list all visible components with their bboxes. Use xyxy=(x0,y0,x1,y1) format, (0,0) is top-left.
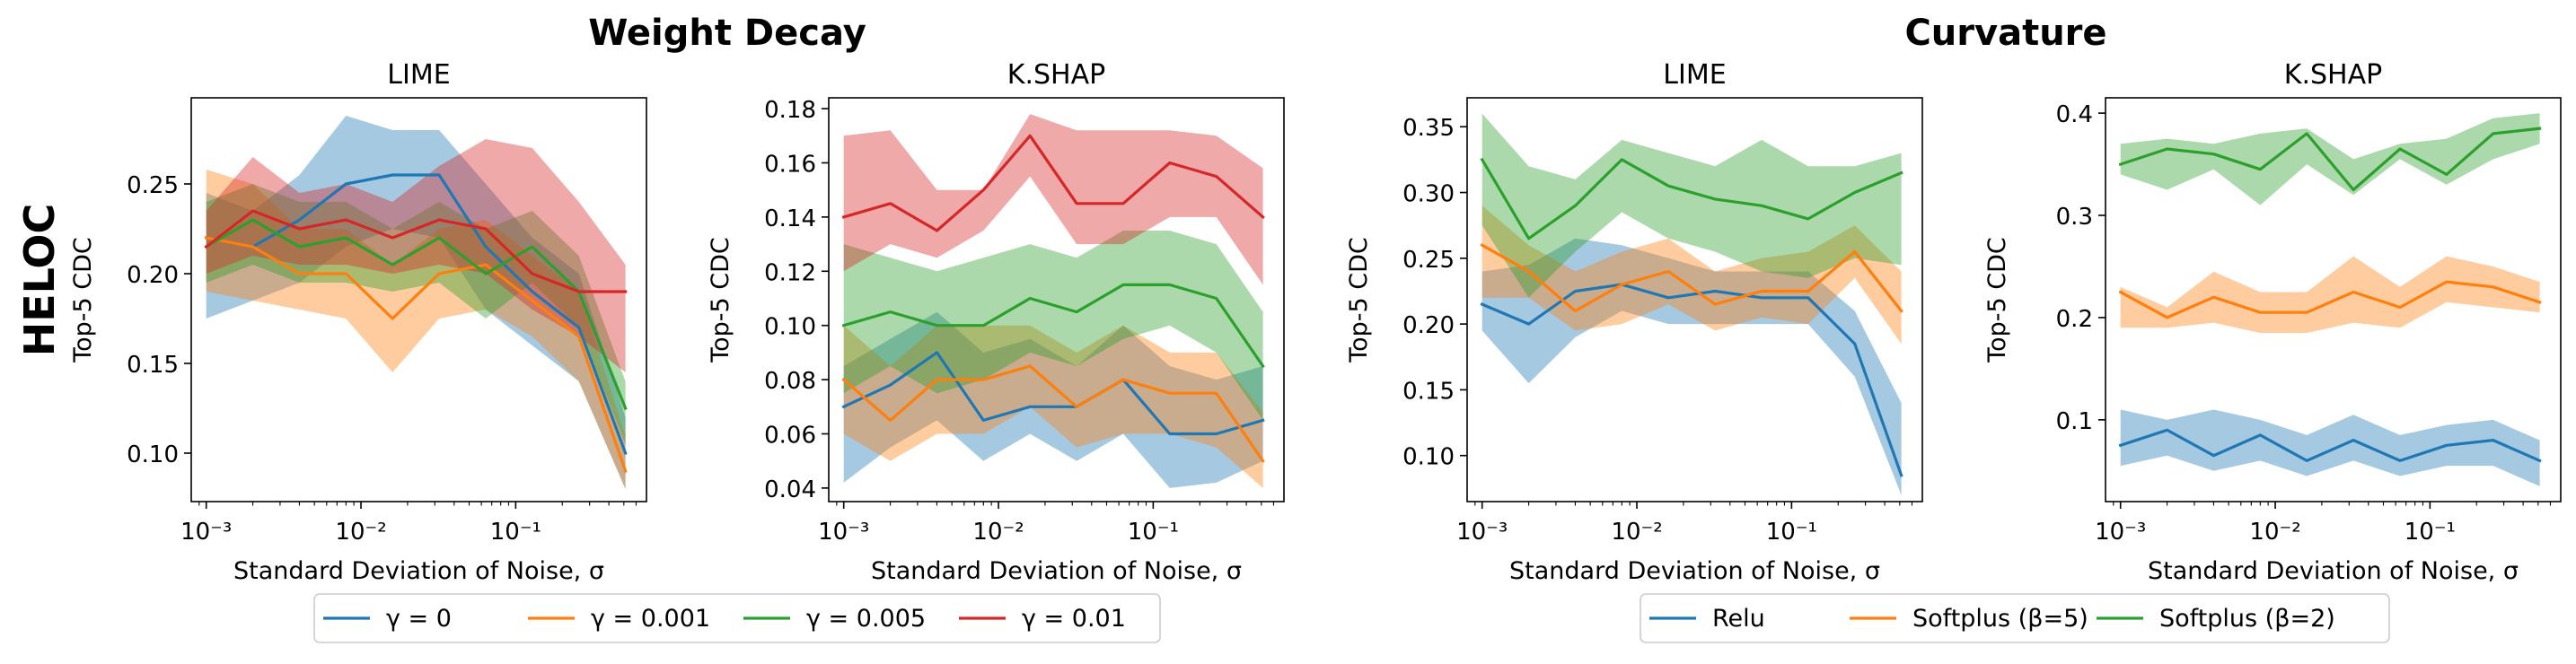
legend-label-4: γ = 0.01 xyxy=(1022,605,1126,633)
y-tick-label: 0.25 xyxy=(127,172,179,199)
y-tick-label: 0.16 xyxy=(764,151,816,178)
x-tick-label: 10⁻² xyxy=(972,519,1024,546)
line-series-1 xyxy=(841,351,1265,436)
panel-1: 0.10 0.15 0.20 0.25 10⁻³ 10⁻² 10⁻¹ LIME Standard… xyxy=(69,59,647,585)
y-tick-label: 0.08 xyxy=(764,368,816,395)
legend-label-3: γ = 0.005 xyxy=(806,605,926,633)
x-axis-label: Standard Deviation of Noise, σ xyxy=(233,557,604,585)
row-label: HELOC xyxy=(15,204,64,356)
y-axis-label: Top-5 CDC xyxy=(707,237,734,363)
y-tick-label: 0.18 xyxy=(764,97,816,124)
panel-4: 0.1 0.2 0.3 0.4 10⁻³ 10⁻² 10⁻¹ K.SHAP Standard D… xyxy=(1983,59,2562,585)
band-series-3 xyxy=(843,231,1263,421)
x-axis-label: Standard Deviation of Noise, σ xyxy=(1509,557,1880,585)
line-series-3 xyxy=(1480,157,1903,240)
group-title-curvature: Curvature xyxy=(1904,13,2106,54)
y-tick-label: 0.06 xyxy=(764,422,816,449)
y-tick-label: 0.04 xyxy=(764,476,816,503)
line-series-3 xyxy=(204,218,628,411)
panel-title: LIME xyxy=(387,59,450,91)
x-axis-label: Standard Deviation of Noise, σ xyxy=(2148,557,2519,585)
line-series-2 xyxy=(2118,280,2542,319)
panel-title: K.SHAP xyxy=(1007,59,1105,91)
axes-frame xyxy=(1466,97,1923,502)
y-tick-label: 0.35 xyxy=(1402,115,1455,142)
y-tick-label: 0.25 xyxy=(1402,247,1455,274)
x-tick-label: 10⁻¹ xyxy=(1766,519,1817,546)
legend-label-2: γ = 0.001 xyxy=(591,605,710,633)
legend-label-1: Relu xyxy=(1712,605,1765,633)
panel-2: 0.04 0.06 0.08 0.10 0.12 0.14 0.16 0.18 10⁻³ 10⁻²… xyxy=(707,59,1285,585)
y-tick-label: 0.15 xyxy=(127,352,179,379)
y-axis-label: Top-5 CDC xyxy=(1345,237,1373,363)
line-series-2 xyxy=(204,236,628,474)
band-series-1 xyxy=(843,311,1263,488)
band-series-2 xyxy=(2120,256,2540,333)
x-tick-label: 10⁻² xyxy=(2249,519,2300,546)
band-series-1 xyxy=(1481,238,1902,495)
y-tick-label: 0.10 xyxy=(764,314,816,341)
plot-area xyxy=(1480,113,1903,495)
legend-label-1: γ = 0 xyxy=(386,605,452,633)
y-tick-label: 0.1 xyxy=(2056,408,2093,435)
y-tick-label: 0.30 xyxy=(1402,181,1455,208)
legend-curvature: Relu Softplus (β=5) Softplus (β=2) xyxy=(1640,593,2390,643)
plot-area xyxy=(841,114,1265,488)
legend-label-2: Softplus (β=5) xyxy=(1912,605,2088,633)
x-tick-label: 10⁻³ xyxy=(818,519,869,546)
x-tick-label: 10⁻³ xyxy=(2095,519,2146,546)
line-series-4 xyxy=(841,134,1265,232)
legend-label-3: Softplus (β=2) xyxy=(2159,605,2335,633)
legend-frame xyxy=(313,593,1161,643)
y-tick-label: 0.2 xyxy=(2056,306,2093,333)
panel-title: LIME xyxy=(1663,59,1726,91)
x-tick-label: 10⁻³ xyxy=(180,519,232,546)
y-tick-label: 0.4 xyxy=(2056,101,2093,128)
band-series-3 xyxy=(2120,113,2540,205)
line-series-3 xyxy=(2118,127,2542,192)
x-tick-label: 10⁻¹ xyxy=(490,519,541,546)
band-series-4 xyxy=(206,139,626,372)
y-tick-label: 0.14 xyxy=(764,205,816,232)
y-tick-label: 0.10 xyxy=(127,441,179,468)
x-axis-label: Standard Deviation of Noise, σ xyxy=(871,557,1242,585)
line-series-2 xyxy=(841,364,1265,463)
panels: 0.10 0.15 0.20 0.25 10⁻³ 10⁻² 10⁻¹ LIME Standard… xyxy=(69,59,2562,585)
panel-3: 0.10 0.15 0.20 0.25 0.30 0.35 10⁻³ 10⁻² 10⁻¹ LIME… xyxy=(1345,59,1923,585)
axes-frame xyxy=(828,97,1285,502)
axes-frame xyxy=(2105,97,2562,502)
x-tick-label: 10⁻³ xyxy=(1456,519,1508,546)
line-series-1 xyxy=(2118,428,2542,463)
x-tick-label: 10⁻² xyxy=(335,519,386,546)
legend-frame xyxy=(1640,593,2390,643)
group-title-weight-decay: Weight Decay xyxy=(588,13,866,54)
y-tick-label: 0.12 xyxy=(764,259,816,286)
y-tick-label: 0.10 xyxy=(1402,444,1455,471)
legend-weight-decay: γ = 0 γ = 0.001 γ = 0.005 γ = 0.01 xyxy=(313,593,1161,643)
band-series-3 xyxy=(1481,113,1902,298)
line-series-4 xyxy=(204,209,628,293)
x-tick-label: 10⁻¹ xyxy=(1128,519,1179,546)
band-series-4 xyxy=(843,114,1263,285)
y-tick-label: 0.15 xyxy=(1402,378,1455,405)
y-tick-label: 0.3 xyxy=(2056,204,2093,231)
band-series-2 xyxy=(1481,205,1902,345)
plot-area xyxy=(204,116,628,489)
y-tick-label: 0.20 xyxy=(1402,312,1455,339)
line-series-1 xyxy=(1480,283,1903,477)
panel-title: K.SHAP xyxy=(2284,59,2382,91)
band-series-1 xyxy=(2120,409,2540,486)
y-axis-label: Top-5 CDC xyxy=(1983,237,2011,363)
x-tick-label: 10⁻² xyxy=(1611,519,1662,546)
line-series-2 xyxy=(1480,243,1903,313)
band-series-3 xyxy=(206,184,626,444)
band-series-2 xyxy=(206,170,626,489)
y-axis-label: Top-5 CDC xyxy=(69,237,97,363)
axes-frame xyxy=(190,97,647,502)
line-series-3 xyxy=(841,283,1265,369)
y-tick-label: 0.20 xyxy=(127,262,179,289)
plot-area xyxy=(2118,113,2542,486)
x-tick-label: 10⁻¹ xyxy=(2405,519,2456,546)
